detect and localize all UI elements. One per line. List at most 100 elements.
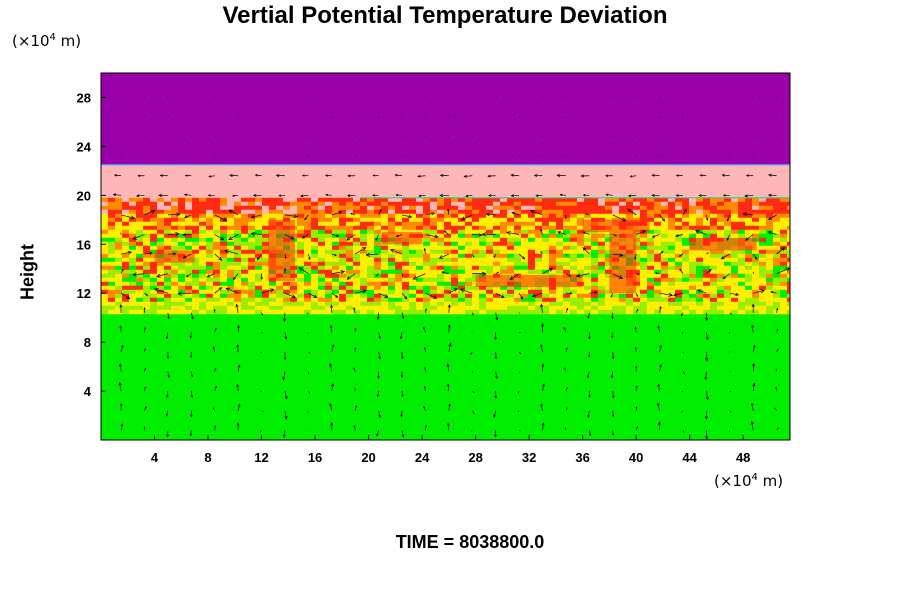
heatmap-cell — [171, 237, 179, 243]
heatmap-cell — [276, 213, 284, 219]
heatmap-cell — [780, 217, 788, 223]
heatmap-cell — [101, 257, 109, 263]
heatmap-cell — [234, 293, 242, 299]
heatmap-cell — [444, 253, 452, 259]
heatmap-cell — [682, 301, 690, 307]
heatmap-cell — [458, 289, 466, 295]
heatmap-cell — [332, 221, 340, 227]
heatmap-cell — [472, 201, 480, 207]
heatmap-cell — [416, 277, 424, 283]
vector-arrowhead — [259, 431, 262, 433]
heatmap-cell — [353, 209, 361, 215]
heatmap-cell — [752, 205, 760, 211]
heatmap-cell — [206, 197, 214, 203]
heatmap-cell — [500, 233, 508, 239]
heatmap-cell — [136, 253, 144, 259]
heatmap-cell — [409, 201, 417, 207]
vector-arrowhead — [401, 434, 405, 438]
heatmap-cell — [717, 265, 725, 271]
heatmap-cell — [325, 273, 333, 279]
vector-arrowhead — [495, 317, 499, 321]
heatmap-cell — [185, 225, 193, 231]
heatmap-cell — [367, 289, 375, 295]
heatmap-cell — [472, 265, 480, 271]
heatmap-cell — [332, 217, 340, 223]
heatmap-cell — [703, 249, 711, 255]
heatmap-cell — [458, 273, 466, 279]
heatmap-cell — [192, 253, 200, 259]
heatmap-cell — [528, 265, 536, 271]
heatmap-cell — [654, 289, 662, 295]
heatmap-cell — [738, 285, 746, 291]
heatmap-cell — [388, 305, 396, 311]
vector-arrowhead — [541, 363, 545, 367]
heatmap-cell — [346, 285, 354, 291]
heatmap-cell — [521, 285, 529, 291]
heatmap-cell — [451, 301, 459, 307]
vector-arrowhead — [228, 236, 233, 241]
heatmap-cell — [164, 229, 172, 235]
heatmap-cell — [640, 197, 648, 203]
heatmap-cell — [248, 305, 256, 311]
heatmap-cell — [724, 301, 732, 307]
heatmap-cell — [262, 297, 270, 303]
heatmap-cell — [101, 201, 109, 207]
heatmap-cell — [346, 249, 354, 255]
heatmap-cell — [241, 245, 249, 251]
heatmap-cell — [339, 241, 347, 247]
heatmap-cell — [409, 277, 417, 283]
heatmap-cell — [479, 297, 487, 303]
heatmap-cell — [129, 281, 137, 287]
heatmap-cell — [395, 201, 403, 207]
heatmap-cell — [542, 309, 550, 315]
heatmap-cell — [402, 257, 410, 263]
vector-arrowhead — [330, 304, 333, 308]
heatmap-cell — [668, 237, 676, 243]
heatmap-cell — [486, 209, 494, 215]
heatmap-cell — [542, 253, 550, 259]
heatmap-cell — [409, 289, 417, 295]
heatmap-cell — [773, 213, 781, 219]
x-tick-label: 24 — [415, 450, 430, 465]
heatmap-cell — [164, 217, 172, 223]
heatmap-cell — [458, 209, 466, 215]
heatmap-cell — [255, 261, 263, 267]
heatmap-cell — [332, 265, 340, 271]
heatmap-cell — [115, 245, 123, 251]
heatmap-cell — [703, 205, 711, 211]
heatmap-cell — [577, 209, 585, 215]
heatmap-cell — [262, 309, 270, 315]
vector-arrow — [560, 194, 566, 196]
heatmap-cell — [346, 293, 354, 299]
x-tick-label: 36 — [575, 450, 589, 465]
vector-arrowhead — [559, 193, 563, 197]
vector-arrow — [331, 234, 339, 237]
heatmap-cell — [556, 269, 564, 275]
heatmap-cell — [262, 237, 270, 243]
heatmap-cell — [780, 205, 788, 211]
heatmap-cell — [234, 237, 242, 243]
heatmap-cell — [584, 281, 592, 287]
heatmap-cell — [402, 249, 410, 255]
heatmap-cell — [171, 265, 179, 271]
heatmap-cell — [269, 285, 277, 291]
heatmap-cell — [150, 297, 158, 303]
vector-arrowhead — [611, 316, 614, 320]
heatmap-cell — [402, 217, 410, 223]
heatmap-cell — [332, 297, 340, 303]
heatmap-cell — [297, 201, 305, 207]
heatmap-cell — [192, 225, 200, 231]
heatmap-cell — [416, 217, 424, 223]
heatmap-cell — [304, 297, 312, 303]
heatmap-cell — [136, 197, 144, 203]
heatmap-cell — [724, 233, 732, 239]
vector-arrow — [510, 273, 520, 280]
vector-arrow — [512, 212, 520, 216]
heatmap-cell — [486, 253, 494, 259]
heatmap-cell — [465, 273, 473, 279]
heatmap-cell — [738, 205, 746, 211]
heatmap-cell — [213, 225, 221, 231]
vector-arrowhead — [307, 372, 310, 375]
heatmap-cell — [150, 293, 158, 299]
heatmap-cell — [731, 261, 739, 267]
